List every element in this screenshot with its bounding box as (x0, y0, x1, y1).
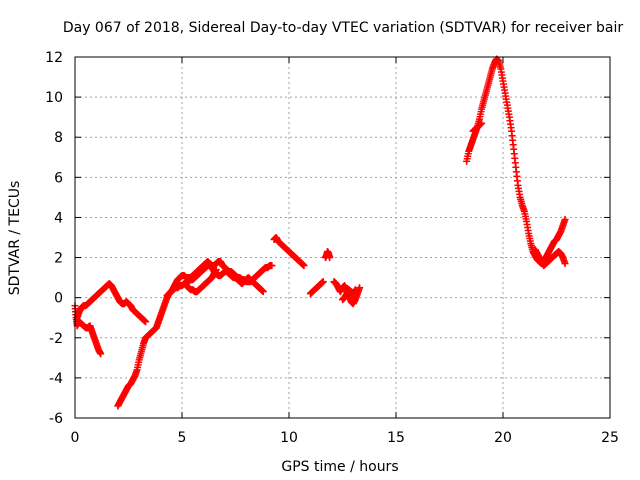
y-tick-label: 8 (54, 130, 63, 146)
x-axis-label: GPS time / hours (281, 459, 398, 475)
axis-ticks: 0 5 10 15 20 25 -6 -4 -2 0 2 4 6 8 10 12 (45, 50, 619, 446)
x-tick-label: 5 (178, 430, 187, 446)
x-tick-label: 15 (387, 430, 405, 446)
data-point (326, 254, 334, 262)
data-point (142, 318, 150, 326)
data-point (300, 262, 308, 270)
data-point (319, 278, 327, 286)
y-tick-label: -6 (49, 411, 63, 427)
data-points (71, 55, 569, 410)
data-point (351, 286, 359, 294)
x-tick-label: 20 (494, 430, 512, 446)
chart-title: Day 067 of 2018, Sidereal Day-to-day VTE… (63, 20, 624, 36)
x-tick-label: 25 (601, 430, 619, 446)
x-tick-label: 10 (280, 430, 298, 446)
y-tick-label: 0 (54, 291, 63, 307)
data-point (356, 284, 364, 292)
y-tick-label: 2 (54, 251, 63, 267)
grid (75, 57, 610, 418)
y-tick-label: -4 (49, 371, 63, 387)
y-axis-label: SDTVAR / TECUs (7, 181, 23, 296)
plot-frame (74, 56, 611, 419)
y-tick-label: 6 (54, 170, 63, 186)
data-point (561, 215, 569, 223)
y-tick-label: 10 (45, 90, 63, 106)
data-point (212, 266, 220, 274)
data-point (478, 119, 486, 127)
data-point (268, 262, 276, 270)
data-point (97, 350, 105, 358)
y-tick-label: 12 (45, 50, 63, 66)
y-tick-label: -2 (49, 331, 63, 347)
x-tick-label: 0 (71, 430, 80, 446)
data-point (561, 260, 569, 268)
data-point (259, 288, 267, 296)
y-tick-label: 4 (54, 210, 63, 226)
